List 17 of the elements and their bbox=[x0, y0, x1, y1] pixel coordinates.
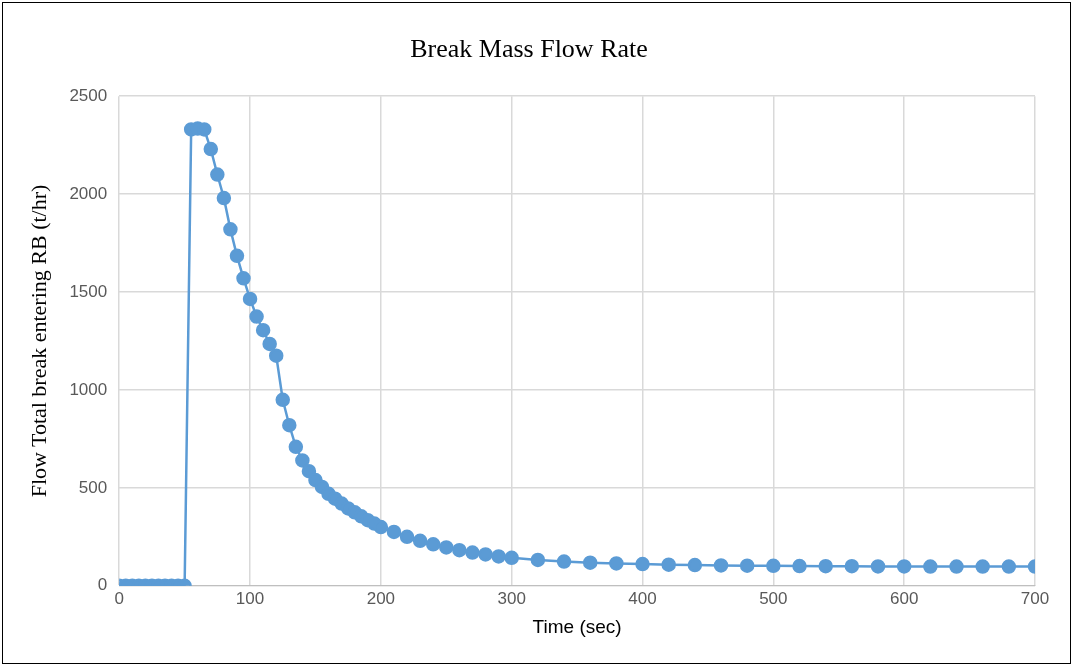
y-tick-label: 1500 bbox=[69, 281, 108, 301]
y-tick-label: 500 bbox=[78, 477, 108, 497]
y-tick-label: 2000 bbox=[69, 183, 108, 203]
chart-title: Break Mass Flow Rate bbox=[410, 34, 648, 64]
y-axis-title: Flow Total break entering RB (t/hr) bbox=[25, 184, 51, 498]
x-tick-label: 500 bbox=[759, 588, 788, 608]
y-tick-label: 0 bbox=[97, 575, 108, 595]
y-tick-label: 1000 bbox=[69, 379, 108, 399]
x-tick-label: 200 bbox=[366, 588, 396, 608]
x-tick-label: 700 bbox=[1020, 588, 1050, 608]
x-axis-title: Time (sec) bbox=[532, 615, 622, 637]
x-tick-label: 400 bbox=[628, 588, 657, 608]
x-tick-label: 600 bbox=[889, 588, 919, 608]
x-tick-label: 300 bbox=[497, 588, 526, 608]
y-tick-label: 2500 bbox=[69, 85, 108, 105]
x-tick-label: 0 bbox=[114, 588, 124, 608]
x-tick-label: 100 bbox=[235, 588, 265, 608]
